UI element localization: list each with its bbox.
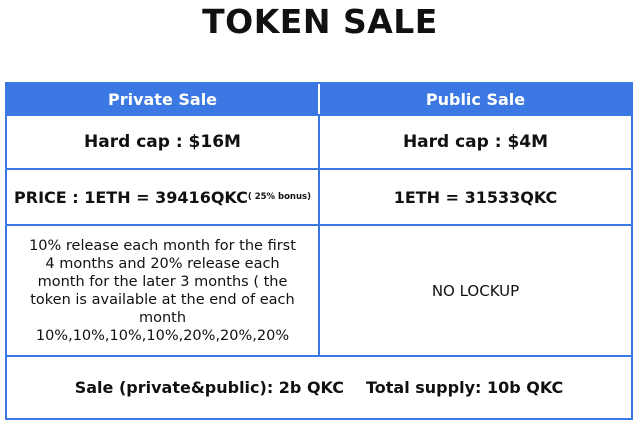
page-title: TOKEN SALE [202,2,438,41]
private-hard-cap: Hard cap : $16M [7,116,320,168]
price-row: PRICE : 1ETH = 39416QKC( 25% bonus) 1ETH… [7,168,631,224]
table-header-row: Private Sale Public Sale [7,84,631,114]
private-price: PRICE : 1ETH = 39416QKC [14,187,248,207]
private-lockup-terms: 10% release each month for the first 4 m… [7,226,320,355]
private-sale-header: Private Sale [7,84,320,114]
private-price-cell: PRICE : 1ETH = 39416QKC( 25% bonus) [7,170,320,224]
public-price: 1ETH = 31533QKC [393,187,558,207]
supply-footer-row: Sale (private&public): 2b QKC Total supp… [7,355,631,418]
public-lockup-terms: NO LOCKUP [431,281,520,300]
public-sale-header: Public Sale [425,89,526,109]
token-sale-table: Private Sale Public Sale Hard cap : $16M… [5,82,633,420]
total-supply: Total supply: 10b QKC [365,378,564,397]
private-price-bonus: ( 25% bonus) [247,192,311,202]
public-hard-cap: Hard cap : $4M [402,132,549,152]
sale-amount: Sale (private&public): 2b QKC [74,378,344,397]
lockup-row: 10% release each month for the first 4 m… [7,224,631,355]
hard-cap-row: Hard cap : $16M Hard cap : $4M [7,114,631,168]
